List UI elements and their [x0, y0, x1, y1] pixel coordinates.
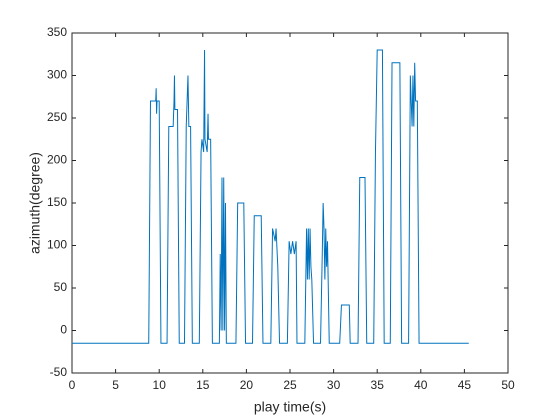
x-axis-label: play time(s) — [254, 399, 326, 415]
plot-area — [71, 32, 509, 374]
x-tick-label: 50 — [501, 378, 515, 392]
y-tick-label: 50 — [54, 280, 68, 294]
y-tick-label: 250 — [47, 110, 67, 124]
x-tick-label: 10 — [153, 378, 167, 392]
y-tick-label: 150 — [47, 195, 67, 209]
x-tick-label: 20 — [240, 378, 254, 392]
x-tick-label: 0 — [69, 378, 76, 392]
y-tick-label: 300 — [47, 68, 67, 82]
y-tick-label: 350 — [47, 25, 67, 39]
line — [72, 49, 469, 344]
x-tick-label: 40 — [414, 378, 428, 392]
y-tick-label: 0 — [60, 323, 67, 337]
x-tick-label: 35 — [371, 378, 385, 392]
x-tick-label: 30 — [327, 378, 341, 392]
y-axis-label: azimuth(degree) — [27, 152, 43, 254]
x-tick-label: 15 — [196, 378, 210, 392]
y-tick-label: 200 — [47, 153, 67, 167]
x-tick-label: 25 — [283, 378, 297, 392]
y-tick-label: -50 — [50, 365, 68, 379]
x-tick-label: 5 — [112, 378, 119, 392]
x-tick-label: 45 — [458, 378, 472, 392]
y-tick-label: 100 — [47, 238, 67, 252]
